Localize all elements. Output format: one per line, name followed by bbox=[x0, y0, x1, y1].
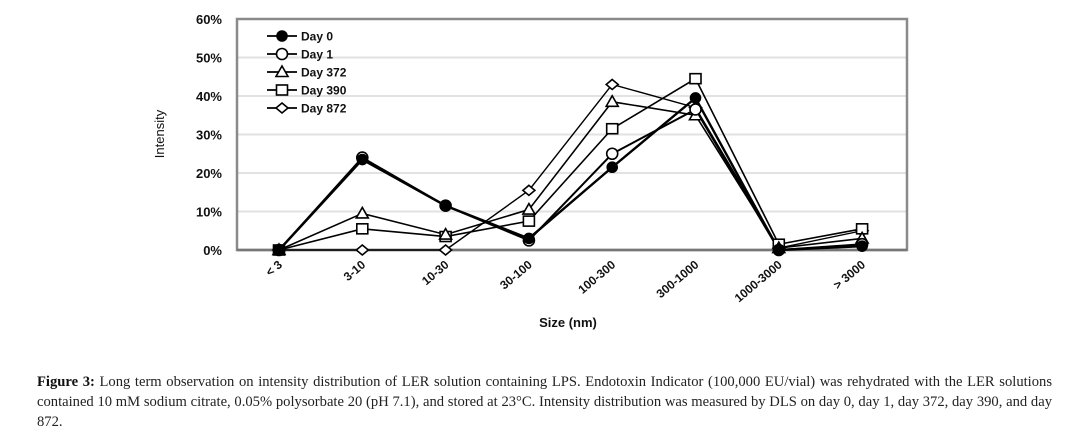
legend: Day 0 Day 1 Day 372 Day 390 Day 872 bbox=[267, 30, 347, 116]
figure-caption: Figure 3: Long term observation on inten… bbox=[37, 372, 1052, 432]
legend-item: Day 390 bbox=[267, 84, 347, 98]
x-tick-label: > 3000 bbox=[831, 257, 869, 292]
legend-label: Day 1 bbox=[301, 48, 333, 62]
caption-text: Long term observation on intensity distr… bbox=[37, 374, 1052, 430]
legend-item: Day 372 bbox=[267, 64, 347, 80]
data-point bbox=[604, 94, 620, 108]
y-tick-label: 30% bbox=[196, 128, 222, 143]
data-point bbox=[689, 72, 702, 85]
data-point bbox=[523, 232, 535, 245]
data-point bbox=[355, 243, 370, 257]
x-tick-label: < 3 bbox=[263, 257, 285, 279]
data-point bbox=[438, 243, 453, 257]
data-point bbox=[521, 184, 537, 197]
legend-label: Day 0 bbox=[301, 30, 333, 44]
y-tick-label: 0% bbox=[203, 243, 222, 258]
legend-marker bbox=[275, 47, 289, 61]
y-tick-label: 40% bbox=[196, 89, 222, 104]
data-point bbox=[439, 199, 452, 212]
y-tick-label: 10% bbox=[196, 205, 222, 220]
line-chart: 0% 10% 20% 30% 40% 50% 60% < 3 3-10 10-30 30-100 1… bbox=[152, 12, 909, 330]
x-tick-label: 10-30 bbox=[419, 257, 452, 288]
series-group bbox=[271, 72, 870, 257]
y-tick-label: 60% bbox=[196, 12, 222, 27]
data-point bbox=[521, 201, 537, 215]
x-tick-label: 300-1000 bbox=[654, 257, 702, 301]
series-day-390 bbox=[278, 77, 863, 251]
data-point bbox=[856, 240, 868, 252]
series-day-872 bbox=[279, 83, 863, 251]
data-point bbox=[438, 226, 453, 240]
data-point bbox=[355, 223, 369, 235]
caption-label: Figure 3: bbox=[37, 374, 95, 390]
data-point bbox=[604, 78, 620, 91]
x-tick-label: 1000-3000 bbox=[732, 257, 785, 305]
data-point bbox=[356, 153, 369, 166]
x-tick-label: 100-300 bbox=[575, 257, 618, 296]
data-point bbox=[605, 122, 619, 135]
legend-marker bbox=[274, 101, 290, 115]
markers-day-0 bbox=[273, 92, 868, 256]
legend-item: Day 0 bbox=[267, 30, 333, 44]
legend-label: Day 390 bbox=[301, 84, 347, 98]
data-point bbox=[689, 103, 702, 116]
data-point bbox=[354, 205, 370, 219]
y-axis-title: Intensity bbox=[152, 109, 167, 158]
series-line bbox=[279, 83, 863, 251]
x-tick-label: 3-10 bbox=[341, 257, 369, 283]
data-point bbox=[689, 92, 702, 104]
x-tick-label: 30-100 bbox=[497, 257, 535, 292]
legend-item: Day 872 bbox=[267, 102, 347, 116]
legend-label: Day 372 bbox=[301, 66, 347, 80]
legend-marker bbox=[276, 30, 288, 42]
data-point bbox=[273, 244, 285, 256]
legend-label: Day 872 bbox=[301, 102, 347, 116]
legend-marker bbox=[274, 64, 290, 78]
data-point bbox=[605, 147, 619, 161]
data-point bbox=[522, 215, 536, 227]
x-axis-ticks: < 3 3-10 10-30 30-100 100-300 300-1000 1000-30… bbox=[263, 257, 868, 305]
data-point bbox=[772, 244, 785, 256]
x-axis-title: Size (nm) bbox=[539, 315, 597, 330]
y-tick-label: 50% bbox=[196, 51, 222, 66]
legend-item: Day 1 bbox=[267, 48, 333, 62]
y-tick-label: 20% bbox=[196, 166, 222, 181]
legend-marker bbox=[275, 84, 289, 96]
y-axis-ticks: 0% 10% 20% 30% 40% 50% 60% bbox=[196, 12, 222, 258]
series-line bbox=[278, 77, 863, 251]
data-point bbox=[606, 161, 619, 174]
